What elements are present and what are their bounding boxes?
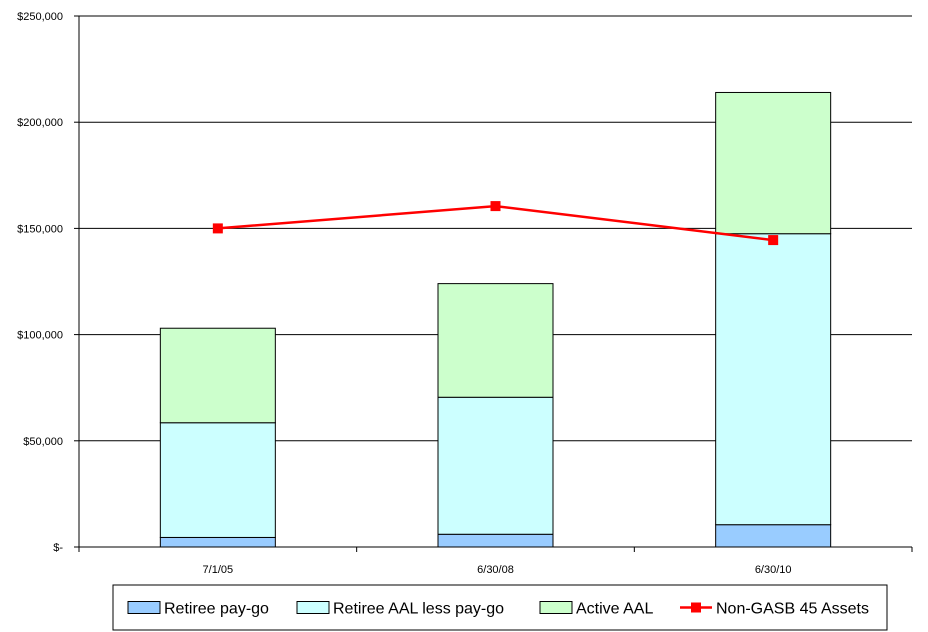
bar-segment-active-aal [437,283,554,398]
bar-segment-retiree-aal-less-pay-go [437,396,554,535]
legend-label: Retiree pay-go [164,601,269,618]
x-tick-label: 7/1/05 [203,564,234,576]
bar-segment-retiree-pay-go [715,524,832,548]
legend-label: Non-GASB 45 Assets [716,601,869,618]
bars [159,91,832,548]
bar-segment-retiree-aal-less-pay-go [715,233,832,526]
y-tick-label: $200,000 [17,117,63,129]
legend-swatch [127,601,161,614]
x-tick-label: 6/30/08 [477,564,514,576]
y-tick-label: $250,000 [17,11,63,23]
bar-segment-retiree-aal-less-pay-go [159,422,276,538]
legend-label: Retiree AAL less pay-go [333,601,504,618]
axes: $- $50,000 $100,000 $150,000 $200,000 $250,00… [17,11,913,576]
y-tick-label: $- [53,542,63,554]
y-tick-label: $150,000 [17,223,63,235]
legend-swatch [539,601,573,614]
bar-segment-active-aal [159,327,276,424]
line-point-marker [212,223,223,234]
y-tick-label: $100,000 [17,330,63,342]
y-tick-label: $50,000 [23,436,63,448]
legend-box [112,584,888,631]
legend-marker [691,602,701,613]
legend: Retiree pay-go Retiree AAL less pay-go Act… [112,584,888,631]
line-series [212,201,779,246]
legend-swatch [296,601,330,614]
legend-label: Active AAL [576,601,653,618]
x-tick-label: 6/30/10 [755,564,792,576]
line-point-marker [768,235,779,246]
bar-segment-active-aal [715,91,832,235]
bar-segment-retiree-pay-go [159,536,276,548]
line-point-marker [490,201,501,212]
line-series-path [217,204,774,242]
bar-segment-retiree-pay-go [437,533,554,548]
